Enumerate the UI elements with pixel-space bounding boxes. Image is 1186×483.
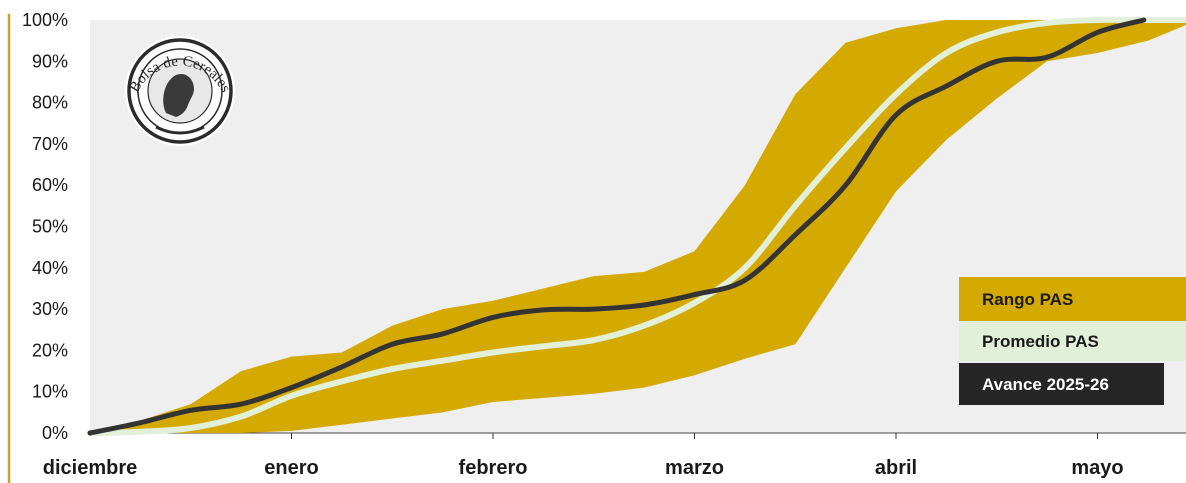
legend-rango-box: [959, 277, 1186, 321]
legend-avance-box: [959, 363, 1164, 405]
promedio-pas-line: [87, 16, 1186, 436]
y-tick-label: 90%: [32, 51, 68, 71]
y-tick-label: 0%: [42, 423, 68, 443]
x-tick-label: abril: [875, 457, 917, 479]
y-tick-label: 40%: [32, 258, 68, 278]
y-tick-label: 60%: [32, 175, 68, 195]
x-tick-label: diciembre: [43, 457, 137, 479]
legend-promedio-box: [959, 321, 1186, 361]
axis-ticks: 0% 10% 20% 30% 40% 50% 60% 70% 80% 90% 100% diciemb…: [22, 10, 1186, 479]
y-tick-label: 50%: [32, 217, 68, 237]
x-tick-label: febrero: [459, 457, 528, 479]
y-tick-label: 30%: [32, 299, 68, 319]
y-tick-label: 100%: [22, 10, 68, 30]
y-tick-label: 70%: [32, 134, 68, 154]
avance-2025-26-line: [87, 17, 1147, 436]
legend-promedio-label: Promedio PAS: [982, 332, 1099, 351]
wheat-wreath-icon: [155, 125, 205, 135]
legend-avance-label: Avance 2025-26: [982, 375, 1109, 394]
rango-pas-band: [90, 20, 1186, 433]
series-lines-layer: [87, 16, 1186, 436]
legend-item-rango: Rango PAS: [959, 277, 1186, 321]
rango-band-layer: [90, 20, 1186, 433]
legend-item-avance: Avance 2025-26: [959, 363, 1164, 405]
legend: Rango PAS Promedio PAS Avance 2025-26: [959, 277, 1186, 405]
x-tick-label: marzo: [665, 457, 724, 479]
y-tick-label: 80%: [32, 93, 68, 113]
legend-rango-label: Rango PAS: [982, 290, 1073, 309]
portrait-icon: [163, 73, 194, 117]
x-tick-label: enero: [264, 457, 318, 479]
bolsa-de-cereales-logo: Bolsa de Cereales: [125, 36, 235, 146]
y-tick-label: 10%: [32, 382, 68, 402]
y-tick-label: 20%: [32, 340, 68, 360]
legend-item-promedio: Promedio PAS: [959, 321, 1186, 361]
x-tick-label: mayo: [1071, 457, 1123, 479]
